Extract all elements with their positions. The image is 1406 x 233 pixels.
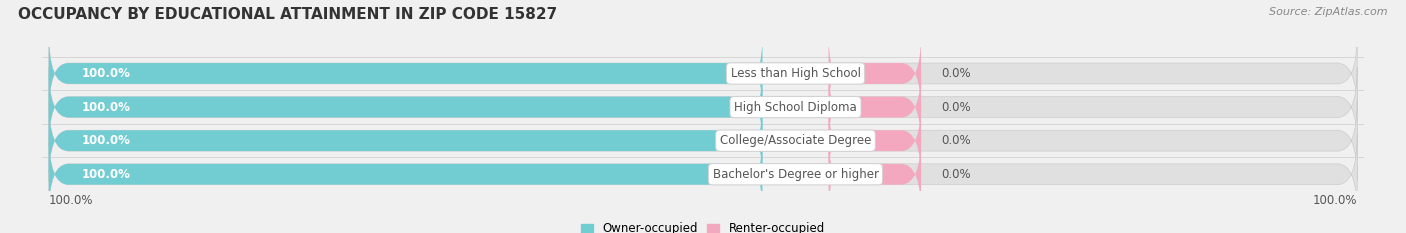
Text: 100.0%: 100.0% [82, 168, 131, 181]
Text: OCCUPANCY BY EDUCATIONAL ATTAINMENT IN ZIP CODE 15827: OCCUPANCY BY EDUCATIONAL ATTAINMENT IN Z… [18, 7, 558, 22]
FancyBboxPatch shape [49, 101, 762, 181]
Legend: Owner-occupied, Renter-occupied: Owner-occupied, Renter-occupied [576, 218, 830, 233]
FancyBboxPatch shape [828, 101, 921, 181]
FancyBboxPatch shape [828, 134, 921, 214]
Text: 100.0%: 100.0% [82, 67, 131, 80]
Text: 0.0%: 0.0% [941, 168, 970, 181]
Text: Source: ZipAtlas.com: Source: ZipAtlas.com [1270, 7, 1388, 17]
Text: 0.0%: 0.0% [941, 134, 970, 147]
Text: High School Diploma: High School Diploma [734, 101, 856, 113]
Text: 100.0%: 100.0% [82, 134, 131, 147]
FancyBboxPatch shape [49, 34, 1357, 113]
Text: 0.0%: 0.0% [941, 67, 970, 80]
FancyBboxPatch shape [828, 67, 921, 147]
Text: 100.0%: 100.0% [1313, 194, 1357, 207]
FancyBboxPatch shape [49, 67, 1357, 147]
FancyBboxPatch shape [49, 134, 1357, 214]
Text: 0.0%: 0.0% [941, 101, 970, 113]
Text: 100.0%: 100.0% [49, 194, 93, 207]
Text: Less than High School: Less than High School [731, 67, 860, 80]
FancyBboxPatch shape [828, 34, 921, 113]
FancyBboxPatch shape [49, 101, 1357, 181]
FancyBboxPatch shape [49, 34, 762, 113]
Text: Bachelor's Degree or higher: Bachelor's Degree or higher [713, 168, 879, 181]
Text: 100.0%: 100.0% [82, 101, 131, 113]
FancyBboxPatch shape [49, 67, 762, 147]
Text: College/Associate Degree: College/Associate Degree [720, 134, 872, 147]
FancyBboxPatch shape [49, 134, 762, 214]
